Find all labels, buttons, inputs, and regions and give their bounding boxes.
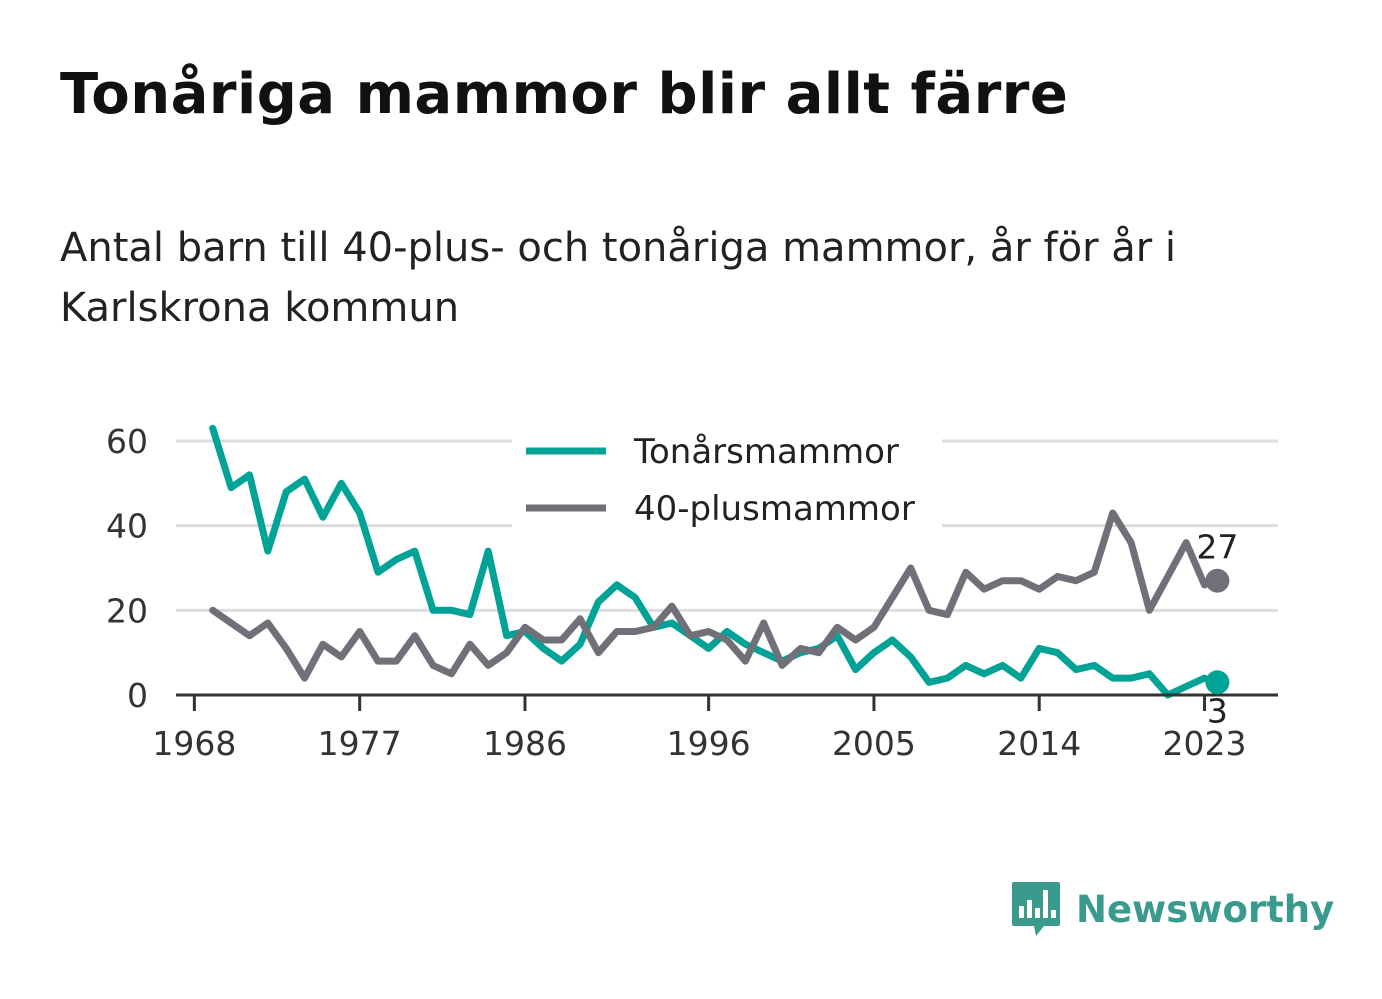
end-point-label: 27 [1196,528,1238,567]
end-point-label: 3 [1207,691,1228,730]
chart-subtitle: Antal barn till 40-plus- och tonåriga ma… [60,225,1177,331]
chart-title: Tonåriga mammor blir allt färre [60,62,1069,127]
brand-name: Newsworthy [1076,887,1335,931]
series-lines [209,424,1208,699]
end-point-marker [1205,568,1230,593]
y-tick-label: 40 [106,507,148,546]
legend-background [512,424,942,530]
x-tick-label: 1996 [667,724,751,763]
x-tick-label: 2005 [832,724,916,763]
legend: Tonårsmammor 40-plusmammor [512,424,942,530]
newsworthy-logo-icon [1012,882,1060,936]
series-line-tonarsmammor [209,424,1208,699]
x-tick-label: 2023 [1163,724,1247,763]
x-tick-label: 1968 [152,724,236,763]
series-line-40-plusmammor [209,509,1208,682]
y-tick-label: 60 [106,422,148,461]
legend-label: Tonårsmammor [633,432,899,472]
end-point-marker [1205,670,1230,695]
y-tick-label: 20 [106,591,148,630]
x-axis-ticks: 1968 1977 1986 1996 2005 2014 2023 [152,695,1247,763]
x-tick-label: 1986 [483,724,567,763]
x-tick-label: 1977 [318,724,402,763]
y-tick-label: 0 [127,676,148,715]
y-axis-ticks: 0 20 40 60 [106,422,148,715]
end-markers: 3 27 [1196,528,1238,731]
legend-label: 40-plusmammor [634,489,915,529]
brand: Newsworthy [1010,880,1334,938]
x-tick-label: 2014 [997,724,1081,763]
